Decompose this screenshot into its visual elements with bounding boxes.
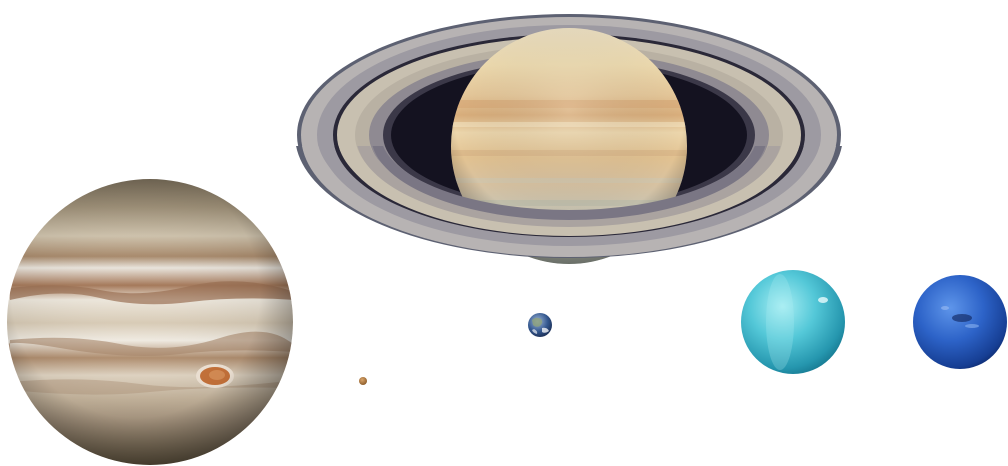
uranus <box>741 270 845 374</box>
saturn-body <box>451 28 687 264</box>
earth <box>528 313 552 337</box>
neptune <box>913 275 1007 369</box>
jupiter <box>7 179 293 465</box>
mars <box>359 377 367 385</box>
saturn <box>296 14 842 264</box>
saturn-rings-front <box>296 146 842 258</box>
